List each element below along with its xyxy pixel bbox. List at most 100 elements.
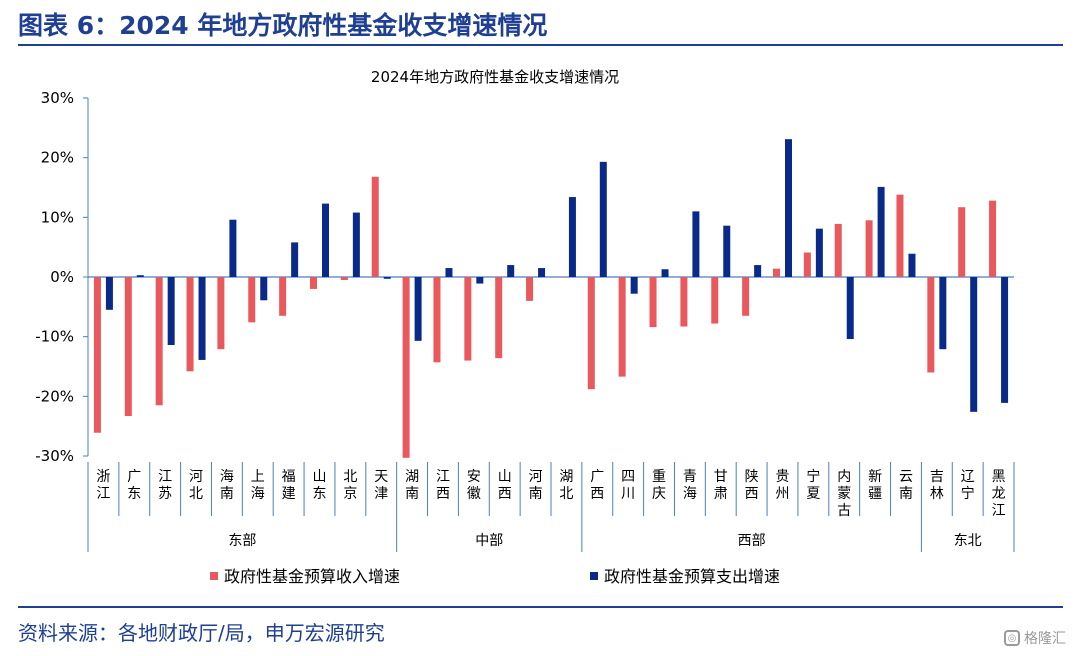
bar — [260, 277, 268, 301]
x-tick-label: 上 — [251, 469, 265, 485]
x-tick-label: 新 — [868, 469, 882, 485]
bar — [93, 277, 101, 433]
figure-title: 图表 6：2024 年地方政府性基金收支增速情况 — [18, 11, 548, 40]
x-tick-label: 北 — [189, 486, 203, 502]
bar — [383, 277, 391, 279]
x-tick-label: 肃 — [714, 486, 728, 502]
bar — [217, 277, 225, 350]
x-tick-label: 天 — [374, 469, 388, 485]
y-tick-label: -10% — [35, 328, 74, 346]
bar — [476, 277, 484, 284]
x-tick-label: 东 — [127, 486, 141, 502]
bar — [248, 277, 256, 323]
x-tick-label: 北 — [559, 486, 573, 502]
x-tick-label: 吉 — [930, 469, 944, 485]
x-tick-label: 山 — [313, 469, 327, 485]
x-tick-label: 苏 — [158, 486, 172, 502]
bar — [556, 277, 564, 278]
bar — [587, 277, 595, 390]
x-tick-label: 广 — [127, 469, 141, 485]
x-tick-label: 甘 — [714, 469, 728, 485]
y-tick-label: -30% — [35, 447, 74, 465]
x-tick-label: 海 — [251, 486, 265, 502]
bar — [322, 203, 329, 277]
x-tick-label: 河 — [529, 469, 543, 485]
x-tick-label: 海 — [683, 486, 697, 502]
x-tick-label: 南 — [405, 486, 419, 502]
bar — [507, 265, 515, 277]
x-tick-label: 湖 — [405, 469, 419, 485]
y-tick-label: 10% — [41, 208, 74, 226]
bar — [433, 277, 441, 363]
bar — [773, 268, 780, 277]
bar — [877, 186, 885, 277]
x-tick-label: 江 — [992, 503, 1006, 519]
x-tick-label: 重 — [652, 469, 666, 485]
x-tick-label: 云 — [899, 469, 913, 485]
bar — [630, 277, 638, 294]
bar — [908, 253, 916, 277]
x-tick-label: 西 — [436, 486, 450, 502]
bar — [958, 207, 966, 277]
bar — [815, 228, 823, 277]
bar — [538, 268, 546, 277]
x-tick-label: 建 — [282, 486, 296, 502]
bar — [803, 252, 811, 277]
x-tick-label: 宁 — [961, 485, 975, 502]
x-tick-label: 内 — [837, 469, 851, 485]
x-tick-label: 川 — [621, 486, 635, 502]
bar — [742, 277, 750, 316]
bar — [939, 277, 947, 350]
bar — [352, 212, 360, 277]
legend: 政府性基金预算收入增速 政府性基金预算支出增速 — [210, 567, 780, 586]
bar — [371, 176, 379, 277]
bar — [155, 277, 163, 406]
bar — [340, 277, 348, 280]
bar — [754, 265, 762, 277]
x-tick-label: 贵 — [776, 469, 790, 485]
x-tick-label: 西 — [590, 486, 604, 502]
x-tick-label: 京 — [343, 486, 357, 502]
x-tick-label: 辽 — [961, 469, 975, 485]
x-labels: 浙江广东江苏河北海南上海福建山东北京天津湖南江西安徽山西河南湖北广西四川重庆青海… — [87, 462, 1015, 552]
legend-swatch — [590, 572, 598, 580]
bar — [1001, 277, 1009, 403]
top-rule — [18, 44, 1063, 46]
x-tick-label: 青 — [683, 469, 697, 485]
bar — [723, 225, 731, 277]
x-tick-label: 庆 — [652, 486, 666, 502]
y-tick-label: 30% — [41, 89, 74, 107]
x-tick-label: 疆 — [868, 486, 882, 502]
x-tick-label: 南 — [529, 486, 543, 502]
x-tick-label: 江 — [436, 469, 450, 485]
x-tick-label: 北 — [343, 469, 357, 485]
bar — [846, 277, 854, 340]
bar — [680, 277, 688, 327]
x-tick-label: 龙 — [992, 486, 1006, 502]
source-note: 资料来源：各地财政厅/局，申万宏源研究 — [18, 621, 385, 645]
bar — [105, 277, 113, 310]
bar — [310, 277, 317, 289]
chart-title: 2024年地方政府性基金收支增速情况 — [371, 68, 619, 86]
legend-swatch — [210, 572, 218, 580]
x-tick-label: 东 — [313, 486, 327, 502]
x-tick-label: 宁 — [806, 468, 820, 485]
x-tick-label: 四 — [621, 469, 635, 485]
bar — [186, 277, 194, 372]
bar — [661, 269, 669, 277]
bars — [93, 139, 1009, 458]
legend-label: 政府性基金预算收入增速 — [224, 567, 400, 586]
x-group-label: 中部 — [475, 533, 503, 549]
x-tick-label: 浙 — [96, 469, 110, 485]
x-tick-label: 徽 — [467, 486, 481, 502]
x-tick-label: 福 — [282, 469, 296, 485]
watermark-text: 格隆汇 — [1024, 631, 1066, 647]
x-tick-label: 江 — [158, 469, 172, 485]
x-tick-label: 州 — [776, 486, 790, 502]
x-tick-label: 南 — [220, 486, 234, 502]
watermark: ◎ 格隆汇 — [1004, 628, 1066, 648]
x-group-label: 东北 — [954, 533, 982, 549]
bar — [618, 277, 626, 377]
bar — [526, 277, 534, 301]
bar — [896, 194, 904, 277]
